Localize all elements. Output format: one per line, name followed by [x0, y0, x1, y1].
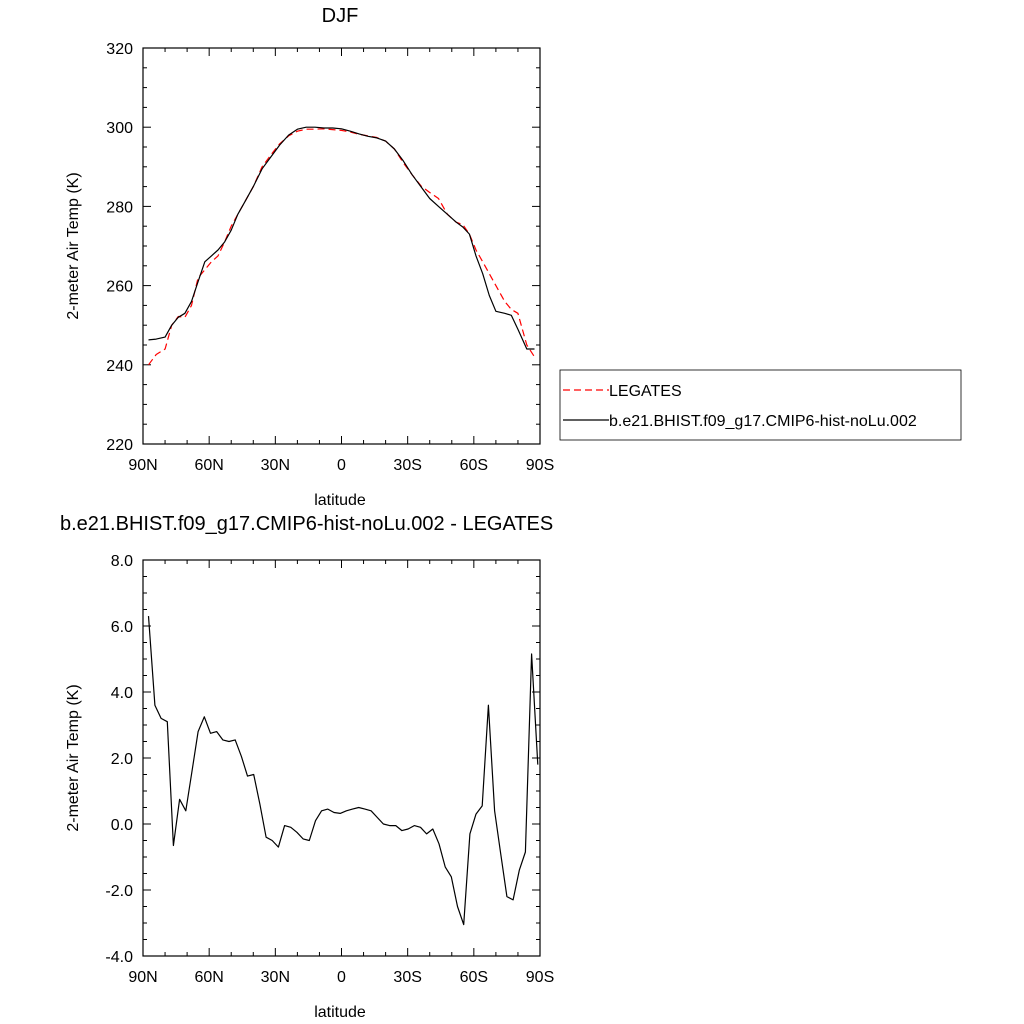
x-tick-label: 30S	[393, 457, 421, 474]
x-tick-label: 90S	[526, 457, 554, 474]
x-axis-title: latitude	[314, 492, 366, 509]
x-axis-title: latitude	[314, 1004, 366, 1021]
y-tick-label: 320	[106, 41, 133, 58]
series-line-legates	[148, 128, 536, 366]
x-tick-label: 90N	[128, 457, 157, 474]
x-tick-label: 30N	[261, 969, 290, 986]
y-tick-label: 280	[106, 199, 133, 216]
y-tick-label: 2.0	[111, 751, 133, 768]
y-tick-label: -2.0	[105, 883, 133, 900]
x-axis-ticks: 90N 60N 30N 0 30S 60S 90S	[128, 560, 554, 986]
series-line-model	[148, 126, 535, 350]
x-axis-ticks: 90N 60N 30N 0 30S 60S 90S	[128, 48, 554, 474]
y-tick-label: 220	[106, 437, 133, 454]
y-axis-ticks: -4.0 -2.0 0.0 2.0 4.0 6.0 8.0	[105, 553, 540, 966]
x-tick-label: 60S	[460, 969, 488, 986]
y-axis-title: 2-meter Air Temp (K)	[65, 684, 82, 831]
legend-box	[559, 369, 962, 441]
y-tick-label: 8.0	[111, 553, 133, 570]
y-tick-label: 240	[106, 358, 133, 375]
x-tick-label: 0	[337, 457, 346, 474]
plot-frame	[142, 559, 541, 957]
series-line-difference	[147, 616, 539, 926]
chart-title: DJF	[322, 5, 359, 27]
y-tick-label: 300	[106, 120, 133, 137]
series-lines	[147, 616, 539, 926]
x-tick-label: 0	[337, 969, 346, 986]
y-tick-label: 6.0	[111, 619, 133, 636]
x-tick-label: 60S	[460, 457, 488, 474]
x-tick-label: 60N	[194, 969, 223, 986]
y-tick-label: -4.0	[105, 949, 133, 966]
legend-label-model: b.e21.BHIST.f09_g17.CMIP6-hist-noLu.002	[609, 413, 917, 430]
chart-difference: b.e21.BHIST.f09_g17.CMIP6-hist-noLu.002 …	[60, 513, 554, 1021]
chart-title: b.e21.BHIST.f09_g17.CMIP6-hist-noLu.002 …	[60, 513, 553, 535]
y-tick-label: 260	[106, 279, 133, 296]
legend: LEGATES b.e21.BHIST.f09_g17.CMIP6-hist-n…	[559, 369, 962, 441]
y-axis-title: 2-meter Air Temp (K)	[65, 172, 82, 319]
x-tick-label: 90N	[128, 969, 157, 986]
series-lines	[148, 126, 536, 366]
y-axis-ticks: 220 240 260 280 300 320	[106, 41, 540, 454]
x-tick-label: 90S	[526, 969, 554, 986]
y-tick-label: 0.0	[111, 817, 133, 834]
legend-label-legates: LEGATES	[609, 383, 682, 400]
y-tick-label: 4.0	[111, 685, 133, 702]
plot-frame	[142, 47, 541, 445]
x-tick-label: 30S	[393, 969, 421, 986]
x-tick-label: 60N	[194, 457, 223, 474]
x-tick-label: 30N	[261, 457, 290, 474]
